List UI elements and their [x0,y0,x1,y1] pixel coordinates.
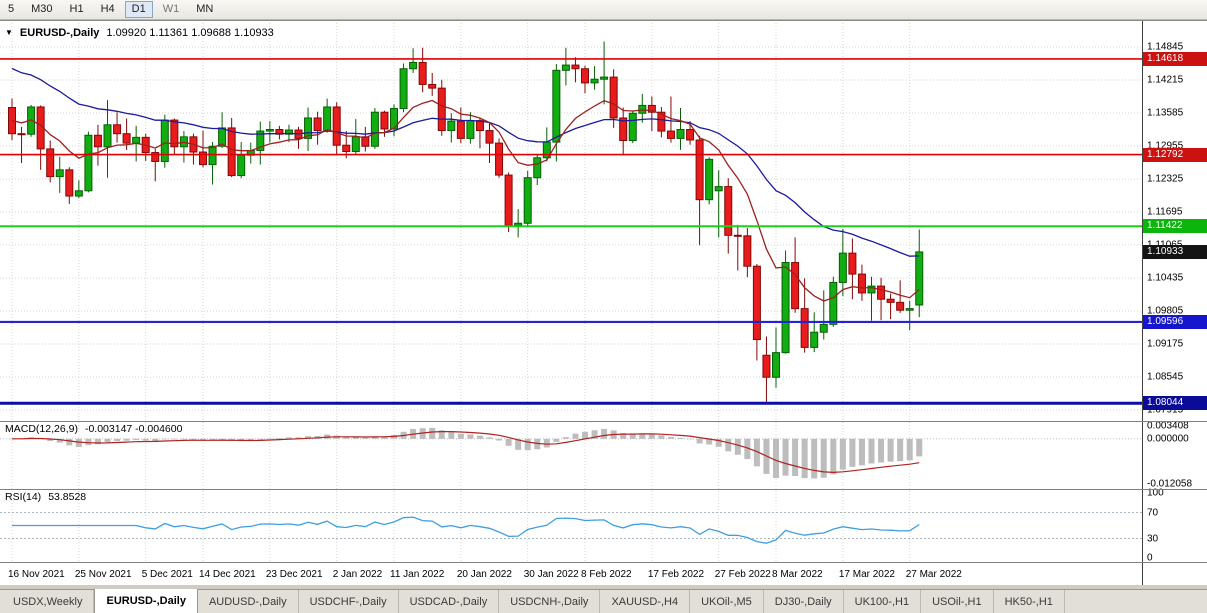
timeframe-toolbar: 5 M30 H1 H4 D1 W1 MN [0,0,1207,20]
tab-uk100-h1[interactable]: UK100-,H1 [844,590,922,613]
date-tick-label: 20 Jan 2022 [456,569,512,580]
chart-top-border [0,20,1207,21]
date-tick-label: 5 Dec 2021 [141,569,193,580]
rsi-axis-label: 70 [1147,507,1159,518]
tab-audusd-daily[interactable]: AUDUSD-,Daily [198,590,299,613]
timeframe-button-h4[interactable]: H4 [100,3,115,15]
macd-name: MACD(12,26,9) [5,423,78,435]
chart-marker-icon: ▼ [5,28,13,37]
axis-divider [1142,21,1143,585]
timeframe-button-5[interactable]: 5 [8,3,15,15]
price-level-badge: 1.09596 [1143,314,1207,329]
tab-hk50-h1[interactable]: HK50-,H1 [994,590,1065,613]
macd-axis-label: 0.003408 [1147,420,1189,432]
date-tick-label: 30 Jan 2022 [523,569,579,580]
statusbar-gap [0,585,1207,589]
macd-indicator-label: MACD(12,26,9) -0.003147 -0.004600 [5,423,182,435]
date-tick-label: 27 Mar 2022 [905,569,962,580]
pane-divider [1142,489,1207,490]
tab-xauusd-h4[interactable]: XAUUSD-,H4 [600,590,691,613]
price-tick-label: 1.11695 [1147,206,1183,218]
tab-usdx-weekly[interactable]: USDX,Weekly [2,590,95,613]
price-tick-label: 1.12955 [1147,140,1184,152]
date-tick-label: 17 Mar 2022 [838,569,895,580]
timeframe-button-m30[interactable]: M30 [31,3,53,15]
price-tick-label: 1.12325 [1147,173,1184,185]
timeframe-button-d1[interactable]: D1 [124,1,153,18]
price-tick-label: 1.14215 [1147,74,1184,86]
tab-ukoil-m5[interactable]: UKOil-,M5 [690,590,764,613]
date-tick-label: 8 Mar 2022 [772,569,823,580]
date-tick-label: 25 Nov 2021 [74,569,132,580]
chart-area[interactable]: ▼ EURUSD-,Daily 1.09920 1.11361 1.09688 … [0,21,1142,585]
date-tick-label: 2 Jan 2022 [332,569,383,580]
rsi-axis-label: 100 [1147,487,1164,499]
rsi-indicator-label: RSI(14) 53.8528 [5,491,86,503]
price-tick-label: 1.08545 [1147,371,1184,383]
grid [0,23,1142,561]
macd-axis-label: -0.012058 [1147,478,1193,490]
date-tick-label: 16 Nov 2021 [8,569,65,580]
price-tick-label: 1.10435 [1147,272,1184,284]
pane-divider [1142,421,1207,422]
rsi-name: RSI(14) [5,491,42,503]
price-tick-label: 1.09175 [1147,338,1184,350]
macd-signal-line [12,431,920,474]
rsi-line [12,516,920,544]
rsi-axis-label: 30 [1147,533,1159,544]
date-tick-label: 14 Dec 2021 [199,569,256,580]
timeframe-button-h1[interactable]: H1 [69,3,84,15]
date-tick-label: 8 Feb 2022 [581,569,632,580]
macd-axis-label: 0.000000 [1147,433,1189,445]
pane-divider [1142,562,1207,563]
tab-usoil-h1[interactable]: USOil-,H1 [921,590,994,613]
rsi-value: 53.8528 [48,491,87,503]
price-level-badge: 1.08044 [1143,396,1207,411]
date-tick-label: 17 Feb 2022 [647,569,705,580]
timeframe-button-mn[interactable]: MN [196,3,214,15]
price-level-badge: 1.11422 [1143,219,1207,234]
price-tick-label: 1.09805 [1147,305,1184,317]
horizontal-levels [0,58,1142,405]
tab-usdcnh-daily[interactable]: USDCNH-,Daily [499,590,601,613]
chart-canvas[interactable] [0,21,1142,585]
tab-usdcad-daily[interactable]: USDCAD-,Daily [399,590,500,613]
price-axis[interactable]: 1.14845 1.14215 1.13585 1.12955 1.12325 1.116… [1143,21,1207,585]
rsi-axis-label: 0 [1147,552,1153,564]
price-tick-label: 1.14845 [1147,41,1184,53]
chart-ohlc-values: 1.09920 1.11361 1.09688 1.10933 [106,27,274,39]
chart-symbol-label: EURUSD-,Daily [19,27,100,39]
date-tick-label: 23 Dec 2021 [265,569,323,580]
macd-values: -0.003147 -0.004600 [84,423,183,435]
date-tick-label: 27 Feb 2022 [714,569,771,580]
current-price-badge: 1.10933 [1143,244,1207,259]
price-tick-label: 1.13585 [1147,107,1184,119]
price-level-badge: 1.12792 [1143,147,1207,162]
time-axis[interactable]: 16 Nov 2021 25 Nov 2021 5 Dec 2021 14 Dec 2… [0,566,1142,584]
tab-eurusd-daily[interactable]: EURUSD-,Daily [94,589,198,613]
tab-usdchf-daily[interactable]: USDCHF-,Daily [299,590,399,613]
chart-tabs-bar: USDX,Weekly EURUSD-,Daily AUDUSD-,Daily USD… [0,589,1207,613]
date-tick-label: 11 Jan 2022 [390,569,445,580]
moving-averages [11,67,920,302]
chart-title: ▼ EURUSD-,Daily 1.09920 1.11361 1.09688 … [5,27,274,39]
price-level-badge: 1.14618 [1143,51,1207,66]
tab-dj30-daily[interactable]: DJ30-,Daily [764,590,844,613]
timeframe-button-w1[interactable]: W1 [162,3,180,15]
